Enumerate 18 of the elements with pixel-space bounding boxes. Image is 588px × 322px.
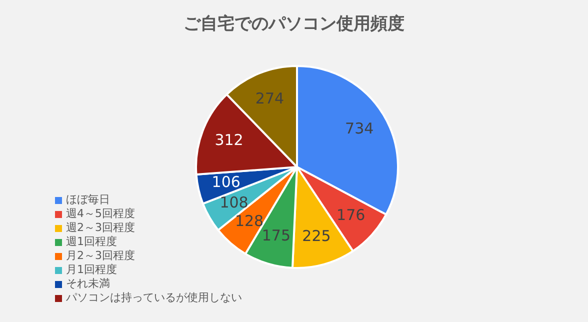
chart-title: ご自宅でのパソコン使用頻度 <box>182 13 406 35</box>
legend-label: それ未満 <box>66 277 110 291</box>
legend-label: 月2～3回程度 <box>66 249 135 263</box>
data-label: 274 <box>255 89 284 108</box>
legend-label: 週4～5回程度 <box>66 207 135 221</box>
data-label: 106 <box>212 172 240 191</box>
data-label: 175 <box>262 226 290 245</box>
legend-label: 週2～3回程度 <box>66 221 135 235</box>
legend-label: 月1回程度 <box>66 263 117 277</box>
data-label: 734 <box>345 119 374 138</box>
data-label: 108 <box>220 193 248 212</box>
data-label: 176 <box>336 206 366 224</box>
data-label: 225 <box>302 226 331 245</box>
legend-label: 週1回程度 <box>66 235 117 249</box>
data-label: 128 <box>234 212 264 230</box>
data-label: 312 <box>214 131 244 150</box>
legend-label: パソコンは持っているが使用しない <box>66 291 242 305</box>
legend-label: ほぼ毎日 <box>66 193 110 207</box>
